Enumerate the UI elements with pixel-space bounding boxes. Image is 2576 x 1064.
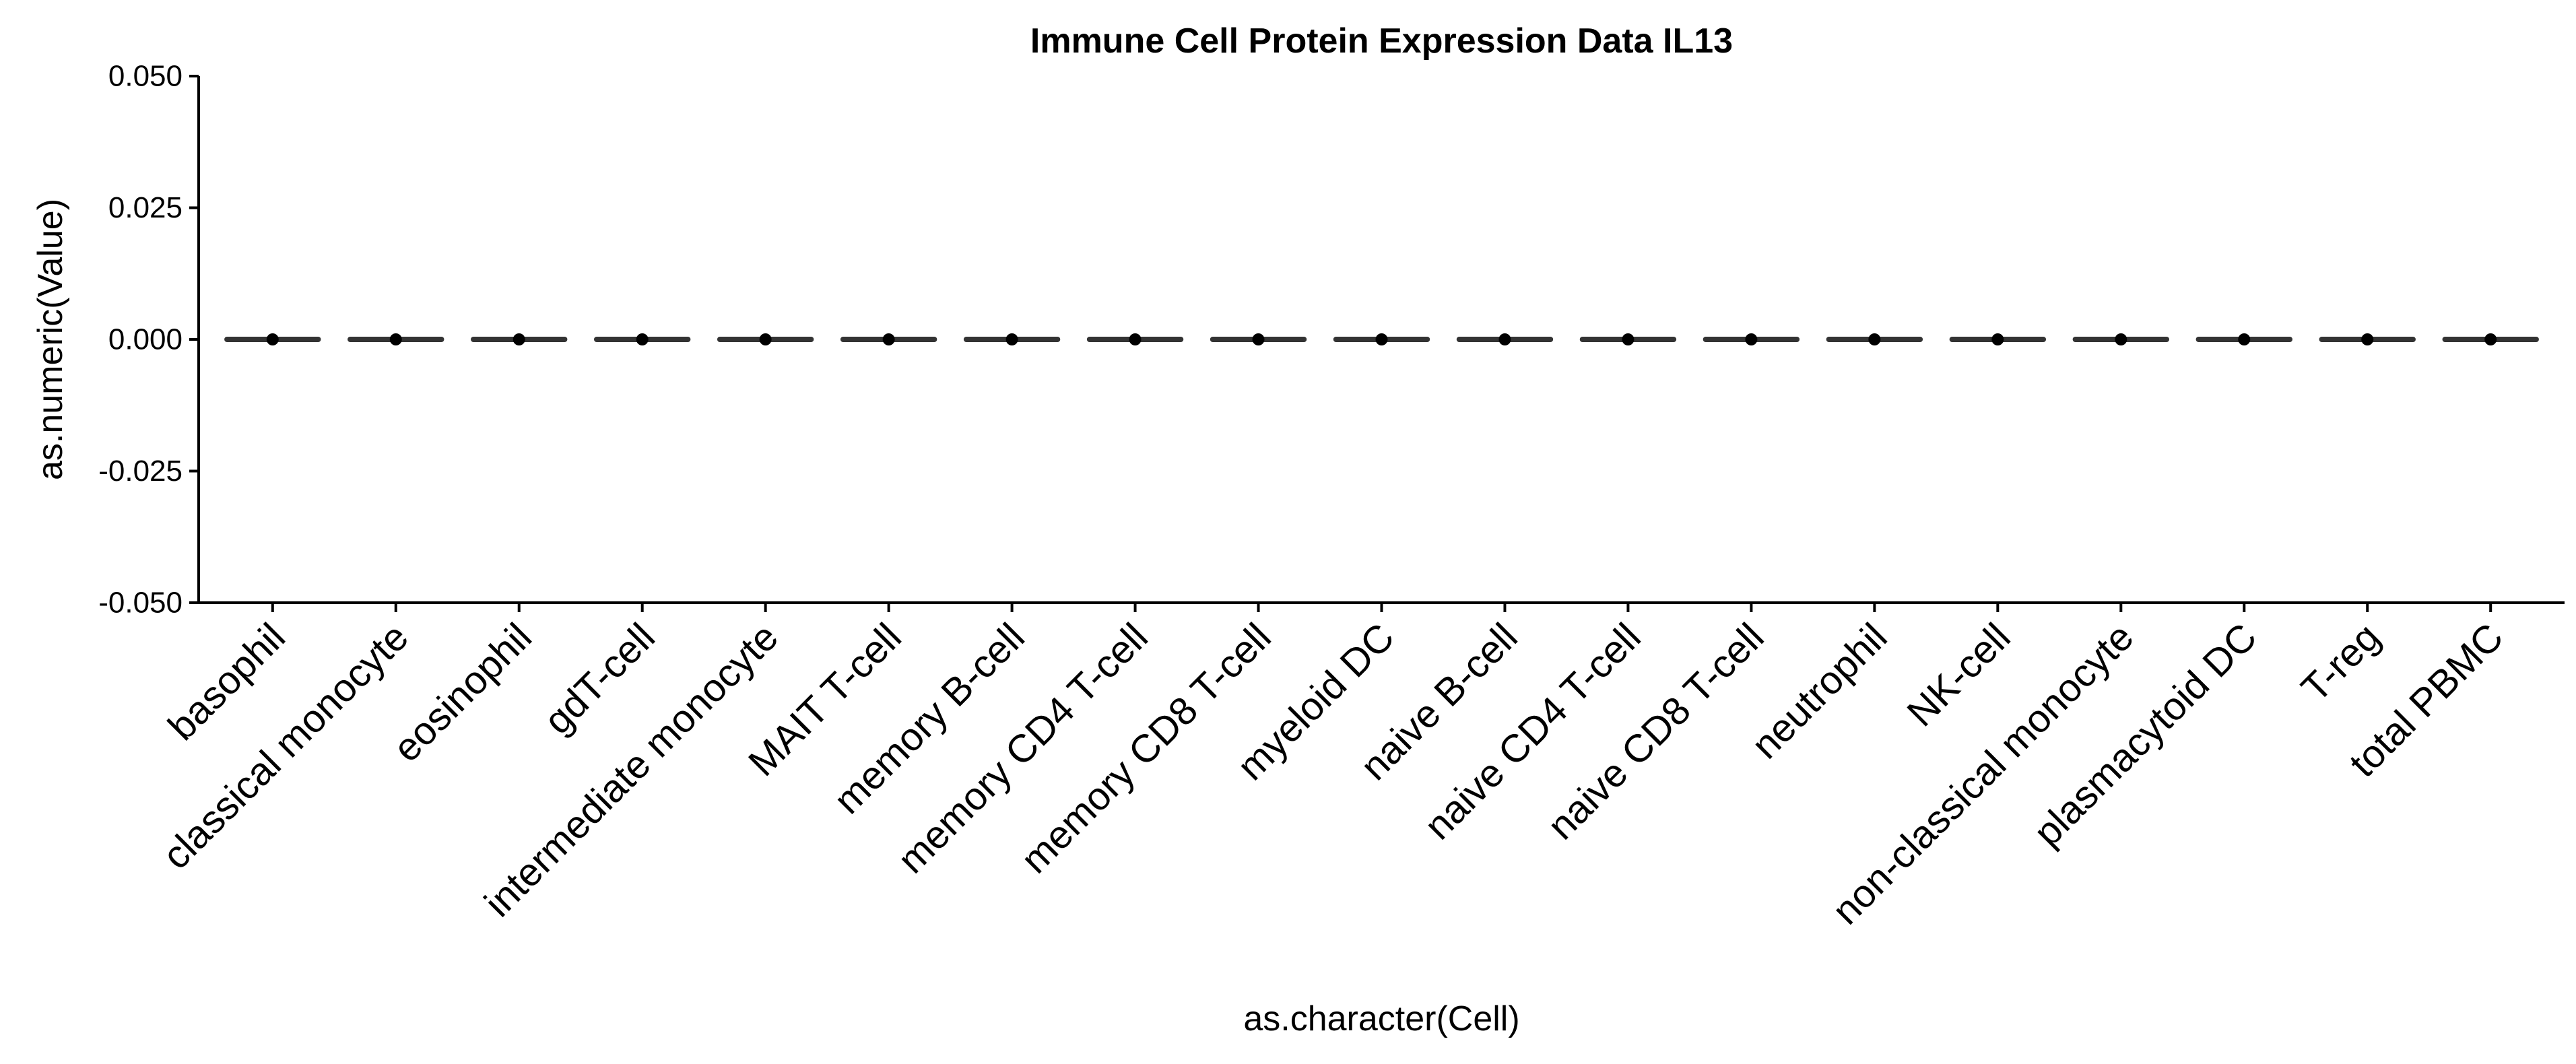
data-point — [759, 333, 772, 345]
x-tick-label: naive CD4 T-cell — [1416, 615, 1649, 848]
data-point — [513, 333, 525, 345]
y-tick-label: 0.000 — [108, 323, 183, 356]
data-point — [389, 333, 402, 345]
data-point — [1745, 333, 1758, 345]
data-point — [2361, 333, 2374, 345]
axes: -0.050-0.0250.0000.0250.050basophilclass… — [98, 60, 2565, 933]
x-axis-label: as.character(Cell) — [1243, 999, 1519, 1038]
data-point — [1375, 333, 1388, 345]
data-point — [1252, 333, 1265, 345]
x-tick-label: naive CD8 T-cell — [1540, 615, 1773, 848]
x-tick-label: classical monocyte — [154, 615, 417, 877]
data-point — [2484, 333, 2497, 345]
x-tick-label: plasmacytoid DC — [2026, 615, 2266, 855]
y-tick-label: 0.025 — [108, 191, 183, 224]
y-axis-label: as.numeric(Value) — [31, 199, 70, 480]
x-tick-label: NK-cell — [1898, 615, 2018, 735]
data-point — [266, 333, 279, 345]
chart-title: Immune Cell Protein Expression Data IL13 — [1030, 22, 1733, 61]
data-point — [1991, 333, 2004, 345]
data-point — [2238, 333, 2251, 345]
y-tick-label: -0.025 — [98, 455, 183, 488]
data-point — [636, 333, 649, 345]
data-point — [1498, 333, 1511, 345]
x-tick-label: gdT-cell — [535, 615, 663, 743]
data-point — [1868, 333, 1881, 345]
plot-marks — [224, 333, 2539, 345]
data-point — [882, 333, 895, 345]
data-point — [2115, 333, 2127, 345]
x-tick-label: neutrophil — [1743, 615, 1895, 767]
y-tick-label: -0.050 — [98, 587, 183, 620]
y-tick-label: 0.050 — [108, 60, 183, 93]
data-point — [1622, 333, 1634, 345]
data-point — [1005, 333, 1018, 345]
data-point — [1129, 333, 1142, 345]
x-tick-label: T-reg — [2293, 615, 2389, 710]
